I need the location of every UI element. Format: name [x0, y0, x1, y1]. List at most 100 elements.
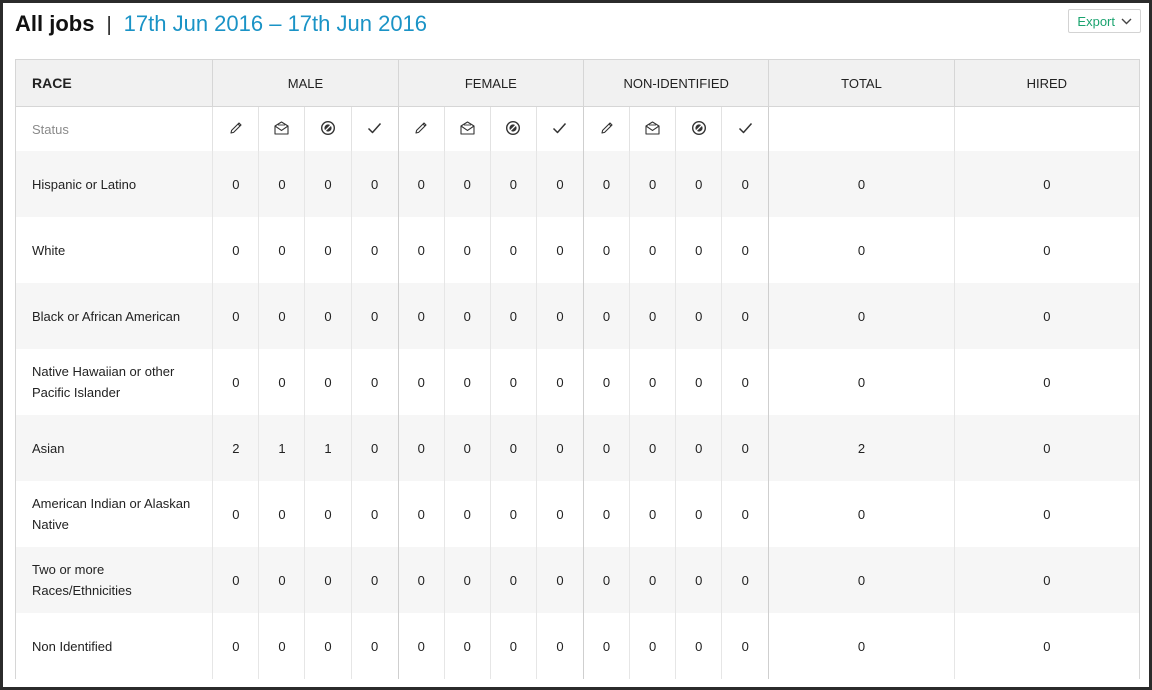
- envelope-icon: [459, 120, 476, 139]
- female-count-cell: 0: [444, 217, 491, 283]
- non-identified-count-cell: 0: [583, 151, 631, 217]
- female-count-cell: 0: [444, 283, 491, 349]
- total-cell: 0: [768, 283, 955, 349]
- male-count-cell: 2: [212, 415, 260, 481]
- male-count-cell: 0: [351, 349, 399, 415]
- race-name-cell: Native Hawaiian or other Pacific Islande…: [14, 349, 214, 415]
- female-count-cell: 0: [490, 481, 537, 547]
- female-count-cell: 0: [398, 481, 445, 547]
- female-count-cell: 0: [536, 151, 585, 217]
- total-cell: 0: [768, 217, 955, 283]
- eeo-report-table: RACE MALE FEMALE NON-IDENTIFIED TOTAL HI…: [14, 59, 1141, 679]
- page-title: All jobs: [15, 11, 95, 36]
- table-row: Black or African American 0 0 0 0 0 0 0 0 0 0 0 0 0 0: [14, 283, 1141, 349]
- col-header-female: FEMALE: [398, 59, 585, 107]
- pencil-icon: [413, 120, 429, 139]
- male-count-cell: 0: [304, 481, 352, 547]
- male-count-cell: 0: [212, 283, 260, 349]
- female-status-pencil-cell: [398, 106, 445, 151]
- non-identified-count-cell: 0: [583, 217, 631, 283]
- female-count-cell: 0: [444, 151, 491, 217]
- chevron-down-icon: [1121, 18, 1132, 25]
- race-name-cell: Non Identified: [14, 613, 214, 679]
- total-cell: 0: [768, 481, 955, 547]
- hired-cell: 0: [954, 415, 1141, 481]
- male-count-cell: 0: [304, 283, 352, 349]
- male-count-cell: 0: [351, 547, 399, 613]
- non-identified-status-blocked-cell: [675, 106, 723, 151]
- non-identified-count-cell: 0: [721, 481, 770, 547]
- female-count-cell: 0: [398, 415, 445, 481]
- hired-cell: 0: [954, 283, 1141, 349]
- male-count-cell: 0: [212, 349, 260, 415]
- race-name-cell: Two or more Races/Ethnicities: [14, 547, 214, 613]
- male-count-cell: 0: [212, 613, 260, 679]
- male-count-cell: 0: [212, 547, 260, 613]
- hired-cell: 0: [954, 481, 1141, 547]
- non-identified-count-cell: 0: [583, 349, 631, 415]
- female-count-cell: 0: [490, 547, 537, 613]
- male-status-pencil-cell: [212, 106, 260, 151]
- non-identified-count-cell: 0: [583, 415, 631, 481]
- hired-status-cell: [954, 106, 1141, 151]
- table-row: Native Hawaiian or other Pacific Islande…: [14, 349, 1141, 415]
- col-header-race: RACE: [14, 59, 214, 107]
- table-row: Non Identified 0 0 0 0 0 0 0 0 0 0 0 0 0 0: [14, 613, 1141, 679]
- export-label: Export: [1077, 13, 1115, 29]
- male-count-cell: 0: [304, 217, 352, 283]
- total-status-cell: [768, 106, 955, 151]
- non-identified-count-cell: 0: [583, 547, 631, 613]
- non-identified-count-cell: 0: [583, 481, 631, 547]
- male-count-cell: 0: [351, 283, 399, 349]
- non-identified-count-cell: 0: [721, 283, 770, 349]
- col-header-non-identified: NON-IDENTIFIED: [583, 59, 770, 107]
- hired-cell: 0: [954, 151, 1141, 217]
- non-identified-count-cell: 0: [675, 547, 723, 613]
- male-status-blocked-cell: [304, 106, 352, 151]
- non-identified-count-cell: 0: [721, 217, 770, 283]
- col-header-male: MALE: [212, 59, 399, 107]
- total-cell: 0: [768, 613, 955, 679]
- race-name-cell: American Indian or Alaskan Native: [14, 481, 214, 547]
- table-header-row: RACE MALE FEMALE NON-IDENTIFIED TOTAL HI…: [14, 59, 1141, 107]
- hired-cell: 0: [954, 547, 1141, 613]
- male-count-cell: 0: [304, 547, 352, 613]
- male-count-cell: 1: [258, 415, 306, 481]
- male-count-cell: 0: [304, 151, 352, 217]
- non-identified-count-cell: 0: [675, 349, 723, 415]
- male-count-cell: 0: [351, 415, 399, 481]
- non-identified-count-cell: 0: [675, 613, 723, 679]
- male-count-cell: 0: [304, 613, 352, 679]
- female-count-cell: 0: [490, 613, 537, 679]
- female-count-cell: 0: [536, 283, 585, 349]
- non-identified-count-cell: 0: [721, 547, 770, 613]
- female-count-cell: 0: [398, 217, 445, 283]
- non-identified-count-cell: 0: [721, 415, 770, 481]
- non-identified-count-cell: 0: [721, 613, 770, 679]
- non-identified-count-cell: 0: [675, 415, 723, 481]
- non-identified-count-cell: 0: [629, 217, 677, 283]
- total-cell: 0: [768, 151, 955, 217]
- date-range[interactable]: 17th Jun 2016 – 17th Jun 2016: [123, 11, 428, 36]
- female-count-cell: 0: [490, 349, 537, 415]
- export-button[interactable]: Export: [1068, 9, 1141, 33]
- male-count-cell: 0: [351, 613, 399, 679]
- female-count-cell: 0: [444, 349, 491, 415]
- envelope-icon: [644, 120, 661, 139]
- checkmark-icon: [551, 120, 568, 139]
- table-row: Two or more Races/Ethnicities 0 0 0 0 0 0 0 0 0 0 0…: [14, 547, 1141, 613]
- female-count-cell: 0: [490, 415, 537, 481]
- male-count-cell: 0: [258, 349, 306, 415]
- male-count-cell: 0: [258, 283, 306, 349]
- male-count-cell: 0: [304, 349, 352, 415]
- non-identified-count-cell: 0: [629, 547, 677, 613]
- blocked-icon: [320, 120, 336, 139]
- female-count-cell: 0: [398, 151, 445, 217]
- non-identified-count-cell: 0: [629, 481, 677, 547]
- female-status-blocked-cell: [490, 106, 537, 151]
- female-count-cell: 0: [490, 217, 537, 283]
- status-row: Status: [14, 106, 1141, 151]
- report-panel: All jobs | 17th Jun 2016 – 17th Jun 2016…: [3, 3, 1149, 687]
- male-count-cell: 0: [258, 151, 306, 217]
- male-count-cell: 0: [351, 151, 399, 217]
